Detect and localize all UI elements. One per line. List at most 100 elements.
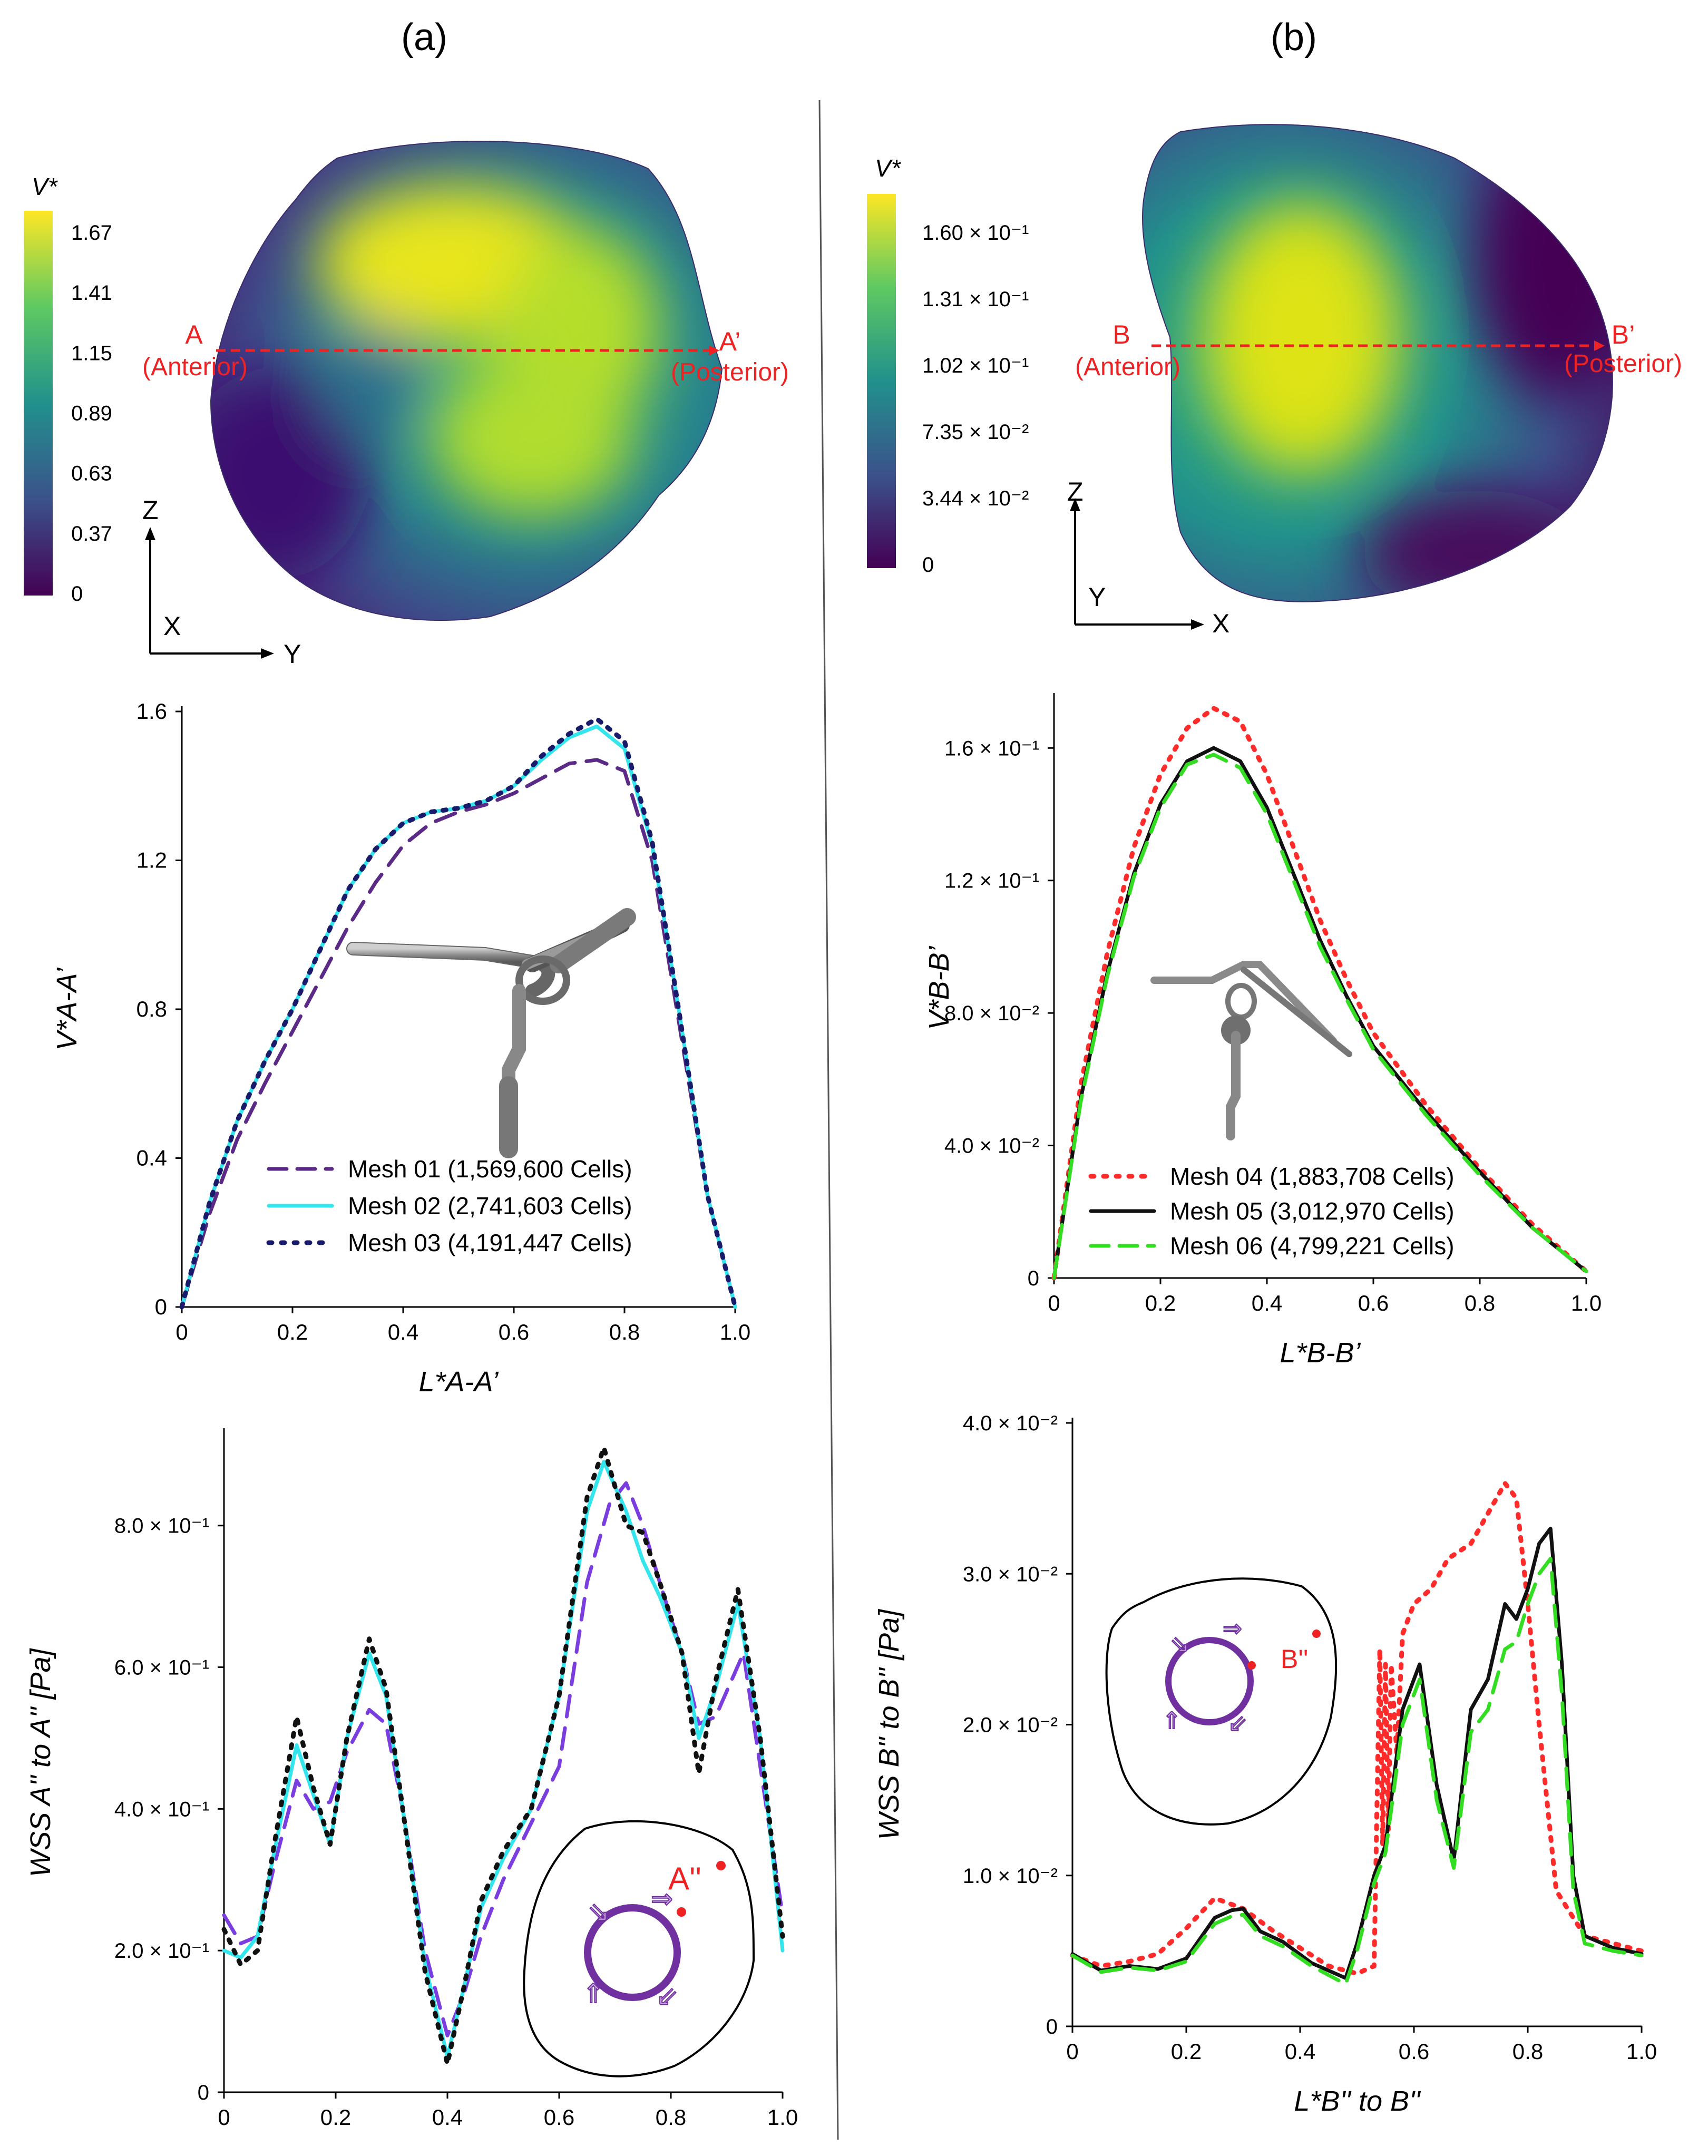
x-tick-label: 0.6 (544, 2105, 574, 2130)
x-tick-label: 1.0 (1571, 1291, 1602, 1315)
wss-inset-a-point (716, 1861, 726, 1870)
x-tick-label: 0.8 (609, 1320, 640, 1344)
legend-label: Mesh 03 (4,191,447 Cells) (348, 1229, 632, 1256)
y-tick-label: 0.4 (136, 1146, 167, 1170)
x-axis-label: L*A'' to A'' (441, 2151, 567, 2156)
flow-arrow-icon: ⇒ (1223, 1616, 1242, 1642)
colorbar-tick-label: 1.60 × 10⁻¹ (922, 221, 1029, 245)
label-b: B (1112, 320, 1130, 349)
colorbar-tick-label: 0.37 (71, 522, 112, 545)
series-line-mesh-01 (222, 1481, 785, 2037)
y-tick-label: 2.0 × 10⁻¹ (114, 1939, 209, 1963)
x-tick-label: 0.4 (432, 2105, 463, 2130)
chart-wss-b: 0 0.2 0.4 0.6 0.8 1.0 0 1.0 × 10⁻² 2.0 × 10⁻² 3.0… (873, 1412, 1657, 2117)
x-tick-label: 0.2 (1145, 1291, 1176, 1315)
legend-label: Mesh 01 (1,569,600 Cells) (348, 1155, 632, 1183)
colorbar-tick-label: 1.41 (71, 281, 112, 305)
geometry-inset-a (346, 908, 636, 1158)
y-tick-label: 0 (1046, 2015, 1058, 2038)
section-arrow-a (709, 345, 719, 356)
section-arrow-b (1594, 340, 1605, 351)
series-line-mesh-06 (1070, 1557, 1644, 1986)
x-axis-label: L*B'' to B'' (1294, 2085, 1421, 2117)
y-axis-label: V*B-B’ (923, 945, 955, 1030)
y-tick-label: 1.2 (136, 848, 167, 873)
legend-label: Mesh 06 (4,799,221 Cells) (1170, 1232, 1455, 1260)
axis-y-b: Y (1088, 582, 1106, 612)
y-axis-label: WSS B'' to B'' [Pa] (873, 1608, 905, 1840)
x-tick-label: 0.4 (1285, 2039, 1315, 2064)
x-tick-label: 0.6 (499, 1320, 529, 1344)
y-tick-label: 8.0 × 10⁻¹ (114, 1515, 209, 1538)
colorbar-tick-label: 0 (922, 553, 934, 577)
contour-a-shape (211, 141, 722, 621)
colorbar-b (867, 194, 896, 568)
wss-inset-a-flow-ring (584, 1904, 681, 2001)
colorbar-tick-label: 1.02 × 10⁻¹ (922, 354, 1029, 377)
y-tick-label: 0.8 (136, 997, 167, 1021)
x-tick-label: 1.0 (767, 2105, 798, 2130)
x-axis-label: L*A-A’ (418, 1366, 499, 1398)
axis-x-b: X (1212, 609, 1229, 638)
x-tick-label: 0.2 (320, 2105, 351, 2130)
axis-x-a: X (163, 611, 181, 641)
flow-arrow-icon: ⇙ (656, 1982, 678, 2011)
x-tick-label: 0 (175, 1320, 188, 1344)
series-line-mesh-04 (1070, 1481, 1644, 1976)
colorbar-tick-label: 1.31 × 10⁻¹ (922, 288, 1029, 311)
colorbar-tick-label: 7.35 × 10⁻² (922, 421, 1029, 444)
x-tick-label: 0.8 (656, 2105, 686, 2130)
contour-a: V* 1.67 1.41 1.15 0.89 0.63 0.37 0 A (Anterior… (24, 140, 789, 669)
label-b-prime: B’ (1612, 320, 1635, 349)
colorbar-tick-label: 1.15 (71, 342, 112, 365)
colorbar-a-ticks: 1.67 1.41 1.15 0.89 0.63 0.37 0 (71, 221, 112, 606)
label-a-posterior: (Posterior) (671, 358, 789, 386)
panel-divider (818, 100, 839, 2140)
flow-arrow-icon: ⇑ (582, 1979, 604, 2008)
colorbar-tick-label: 1.67 (71, 221, 112, 245)
x-tick-label: 0.2 (1171, 2039, 1202, 2064)
x-tick-label: 0.8 (1465, 1291, 1495, 1315)
y-tick-label: 0 (198, 2081, 209, 2104)
flow-arrow-icon: ⇙ (1228, 1711, 1247, 1736)
x-tick-label: 0.6 (1399, 2039, 1429, 2064)
flow-arrow-icon: ⇑ (1162, 1708, 1182, 1734)
wss-inset-b: ⇘ ⇒ ⇙ ⇑ B'' (1105, 1577, 1338, 1826)
x-tick-label: 0.4 (388, 1320, 418, 1344)
x-tick-label: 0 (1048, 1291, 1060, 1315)
colorbar-tick-label: 0 (71, 582, 83, 606)
y-tick-label: 1.0 × 10⁻² (963, 1865, 1058, 1888)
label-a: A (185, 320, 203, 349)
flow-arrow-icon: ⇒ (651, 1884, 673, 1914)
legend-label: Mesh 04 (1,883,708 Cells) (1170, 1163, 1455, 1190)
panel-label-a: (a) (401, 16, 447, 58)
label-b-posterior: (Posterior) (1564, 350, 1682, 378)
wss-inset-a-outline (523, 1820, 755, 2077)
chart-velocity-b: 0 0.2 0.4 0.6 0.8 1.0 0 4.0 × 10⁻² 8.0 × 10⁻² 1.2… (923, 693, 1602, 1369)
wss-inset-a-start-dot (677, 1907, 686, 1917)
wss-inset-b-label: B'' (1281, 1644, 1308, 1674)
series-line-mesh-02 (180, 724, 737, 1309)
y-tick-label: 0 (1028, 1267, 1039, 1290)
wss-inset-a: ⇘ ⇒ ⇙ ⇑ A'' (523, 1820, 755, 2077)
flow-arrow-icon: ⇘ (1170, 1632, 1189, 1657)
x-tick-label: 0.6 (1358, 1291, 1389, 1315)
colorbar-a-title: V* (32, 173, 58, 200)
panel-label-b: (b) (1271, 16, 1317, 58)
series-line-mesh-03 (179, 716, 738, 1310)
legend-label: Mesh 05 (3,012,970 Cells) (1170, 1197, 1455, 1225)
geometry-inset-b (1150, 961, 1352, 1140)
series-line-mesh-03 (221, 1445, 785, 2066)
wss-inset-b-start-dot (1247, 1661, 1256, 1670)
axis-z-a: Z (142, 495, 159, 525)
series-line-mesh-02 (222, 1460, 785, 2059)
y-axis-label: WSS A'' to A'' [Pa] (25, 1647, 56, 1877)
y-tick-label: 1.6 × 10⁻¹ (944, 737, 1039, 760)
x-tick-label: 0.4 (1252, 1291, 1282, 1315)
y-tick-label: 3.0 × 10⁻² (963, 1563, 1058, 1586)
x-tick-label: 1.0 (1626, 2039, 1657, 2064)
colorbar-b-ticks: 1.60 × 10⁻¹ 1.31 × 10⁻¹ 1.02 × 10⁻¹ 7.35 × … (922, 221, 1029, 577)
series-line-mesh-01 (180, 758, 737, 1309)
colorbar-a (24, 211, 53, 596)
